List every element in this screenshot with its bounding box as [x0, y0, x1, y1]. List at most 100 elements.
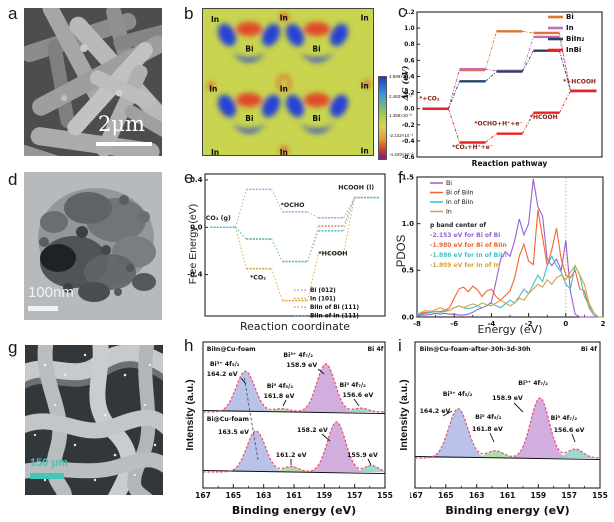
axes-box	[204, 173, 386, 317]
annotation: Bi 4f	[367, 346, 383, 353]
xps-peak	[203, 408, 385, 412]
chart-text: 0.0	[402, 313, 415, 321]
chart-text: 163	[256, 491, 272, 500]
pdos-curve-Bi	[416, 178, 603, 318]
xps-peak	[203, 431, 385, 472]
colorbar	[378, 76, 387, 160]
legend-label: BiIn of In (111)	[310, 314, 359, 320]
chart-text: 0.8	[404, 42, 414, 48]
chart-text: 0.6	[404, 58, 414, 64]
annotation: BiIn@Cu-foam	[207, 345, 256, 353]
annotation: 161.8 eV	[264, 393, 295, 400]
legend-label: BiIn₂	[566, 35, 584, 43]
annotation: Bi³⁺ 4f₅/₂	[443, 391, 473, 398]
chart-text: -0.4	[187, 271, 202, 279]
xps-peak	[203, 364, 385, 412]
baseline	[414, 456, 601, 460]
colorbar-tick-label: 2.483×10⁻²	[389, 93, 412, 99]
legend-label: Bi of BiIn	[446, 190, 474, 197]
annotation: CO₂ (g)	[206, 215, 231, 222]
chart-text: 0.4	[190, 176, 203, 184]
annotation: 156.6 eV	[554, 427, 585, 434]
annotation: 156.6 eV	[343, 392, 374, 399]
chart-text: -0.4	[402, 139, 415, 145]
annotation: HCOOH (l)	[338, 184, 374, 191]
chart-text: -8	[413, 320, 421, 328]
annotation: Bi 4f	[581, 346, 597, 353]
atom-label-In: In	[211, 15, 219, 24]
chart-text: 155	[592, 491, 608, 500]
tem-art	[24, 172, 162, 320]
pband-text: p band center of	[430, 222, 486, 229]
label-arrow	[367, 458, 372, 466]
dashed-arrow	[243, 375, 259, 461]
free-energy-chart-c: -0.6 -0.4 -0.2 0.0 0.2 0.4 0.6 0.8 1.0 1.2 *+CO₂ *C…	[402, 10, 603, 168]
chart-text: 1.0	[404, 26, 414, 32]
annotation: Bi⁰ 4f₅/₂	[475, 414, 502, 421]
chart-text: 159	[317, 491, 333, 500]
annotation: *OCHO	[281, 202, 306, 209]
atom-label-In: In	[361, 147, 369, 156]
atom-label-In: In	[280, 84, 288, 93]
x-axis-label: Reaction pathway	[472, 159, 548, 168]
pdos-curve-In of BiIn	[416, 255, 603, 318]
legend-label: Bi	[446, 180, 452, 187]
chart-text: 165	[438, 491, 454, 500]
colorbar-tick-label: 4.699×10⁻²	[389, 74, 412, 79]
chart-text: 161	[500, 491, 516, 500]
legend-label: In	[446, 209, 452, 216]
scalebar-g	[30, 473, 64, 479]
sem-foam-image: 150 μm	[25, 345, 163, 495]
label-arrow	[240, 377, 247, 385]
legend-label: Bi (012)	[310, 288, 336, 294]
pband-text: -1.809 eV for In of In	[430, 262, 500, 269]
xps-peak	[203, 371, 385, 412]
xps-peak	[203, 422, 385, 472]
atom-label-In: In	[280, 13, 288, 22]
legend-label: Bi	[566, 13, 574, 21]
annotation: Bi³⁺ 4f₇/₂	[283, 352, 313, 359]
chart-text: 163	[469, 491, 485, 500]
label-arrow	[513, 402, 524, 413]
annotation: *CO₂	[250, 274, 266, 281]
xps-peak	[415, 408, 600, 458]
charge-density-art: In In In Bi Bi In In In Bi Bi In In In	[203, 9, 373, 156]
panel-letter-f: f	[398, 168, 403, 187]
annotation: *OCHO+H⁺+e⁻	[474, 121, 522, 128]
scalebar-label-a: 2μm	[98, 112, 145, 136]
sem-nanorods-image: 2μm	[24, 8, 162, 156]
panel-letter-h: h	[184, 336, 194, 355]
annotation: 161.8 eV	[472, 426, 503, 433]
legend-label: In (101)	[310, 297, 336, 303]
chart-text: 1.2	[404, 10, 414, 16]
y-axis-label-f: PDOS	[396, 234, 408, 268]
chart-text: -0.6	[402, 155, 415, 161]
panel-letter-a: a	[8, 4, 18, 23]
pband-text: -1.886 eV for In of BiIn	[430, 252, 507, 259]
fit-envelope	[415, 397, 600, 459]
pdos-curve-Bi of BiIn	[416, 209, 603, 318]
panel-letter-i: i	[398, 336, 402, 355]
panel-letter-g: g	[8, 338, 18, 357]
chart-text: 161	[286, 491, 302, 500]
annotation: Bi⁰ 4f₅/₂	[267, 383, 294, 390]
colorbar-tick-label: -2.142×10⁻²	[389, 132, 414, 138]
y-axis-label-h: Intensity (a.u.)	[184, 379, 196, 451]
annotation: BiIn@Cu-foam-after-30h-3d-30h	[420, 345, 531, 353]
atom-label-In: In	[211, 148, 219, 156]
annotation: 163.5 eV	[218, 429, 249, 436]
xps-chart-h: 155 157 159 161 163 165 167 BiIn@Cu-foam Bi 4f Bi…	[196, 341, 393, 517]
chart-text: 167	[196, 491, 211, 500]
chart-text: -0.2	[402, 123, 415, 129]
xps-peak	[203, 466, 385, 472]
chart-text: 0.2	[404, 91, 414, 97]
chart-text: 165	[226, 491, 242, 500]
annotation: 158.9 eV	[492, 395, 523, 402]
xps-peak	[203, 408, 385, 412]
label-arrow	[282, 399, 287, 407]
panel-letter-d: d	[8, 170, 18, 189]
legend-label: InBi	[566, 46, 581, 54]
sem-nanorods-art	[24, 8, 162, 156]
legend-label: In	[566, 24, 574, 32]
